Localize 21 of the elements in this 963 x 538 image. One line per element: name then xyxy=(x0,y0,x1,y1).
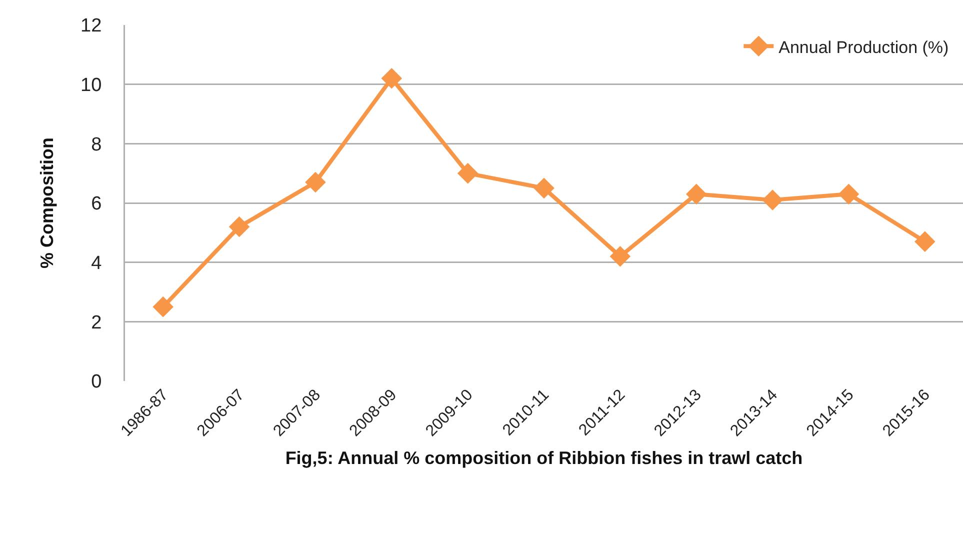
point xyxy=(305,172,326,193)
point xyxy=(686,184,707,204)
y-tick-label: 2 xyxy=(91,312,102,334)
y-tick-label: 0 xyxy=(91,372,102,393)
point xyxy=(228,216,250,238)
point xyxy=(914,231,936,252)
point xyxy=(838,184,860,204)
y-tick-label: 6 xyxy=(91,194,102,215)
y-axis-title: % Composition xyxy=(37,138,58,268)
point xyxy=(457,162,478,184)
y-tick-label: 10 xyxy=(80,74,102,96)
point xyxy=(381,68,402,89)
legend-label: Annual Production (%) xyxy=(778,38,949,57)
point xyxy=(762,190,783,210)
point xyxy=(152,296,174,318)
y-tick-label: 4 xyxy=(91,252,102,274)
point xyxy=(534,178,554,199)
y-tick-label: 8 xyxy=(91,134,102,156)
y-tick-label: 12 xyxy=(80,16,102,37)
point xyxy=(610,246,631,267)
x-axis-title: Fig,5: Annual % composition of Ribbion fishes in trawl catch xyxy=(285,448,803,468)
